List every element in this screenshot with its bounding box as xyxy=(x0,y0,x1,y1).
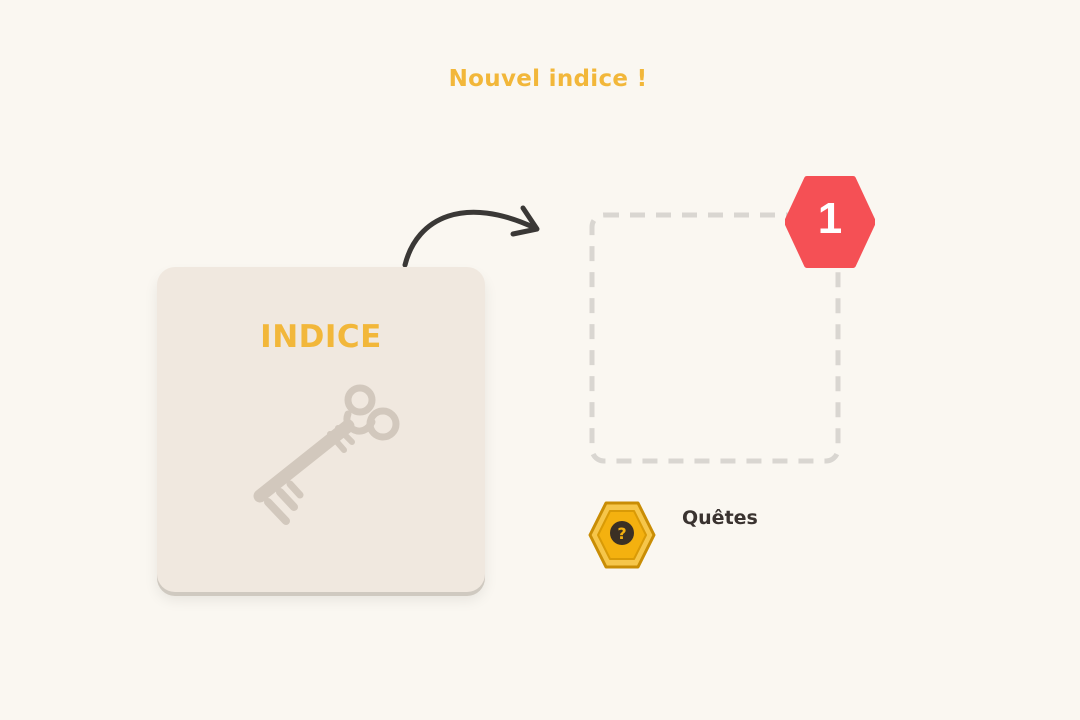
quest-question-icon[interactable]: ? xyxy=(586,499,658,571)
clue-card-label: INDICE xyxy=(260,319,382,355)
quests-label[interactable]: Quêtes xyxy=(682,507,758,529)
badge-shape-icon xyxy=(784,176,876,268)
clue-card[interactable]: INDICE xyxy=(157,267,485,592)
notification-badge: 1 xyxy=(784,176,876,268)
key-icon xyxy=(253,384,400,525)
arrow-icon xyxy=(402,205,540,268)
page-title: Nouvel indice ! xyxy=(448,66,648,92)
empty-slot[interactable] xyxy=(589,212,841,464)
svg-text:?: ? xyxy=(617,524,626,543)
notification-count: 1 xyxy=(817,194,843,243)
